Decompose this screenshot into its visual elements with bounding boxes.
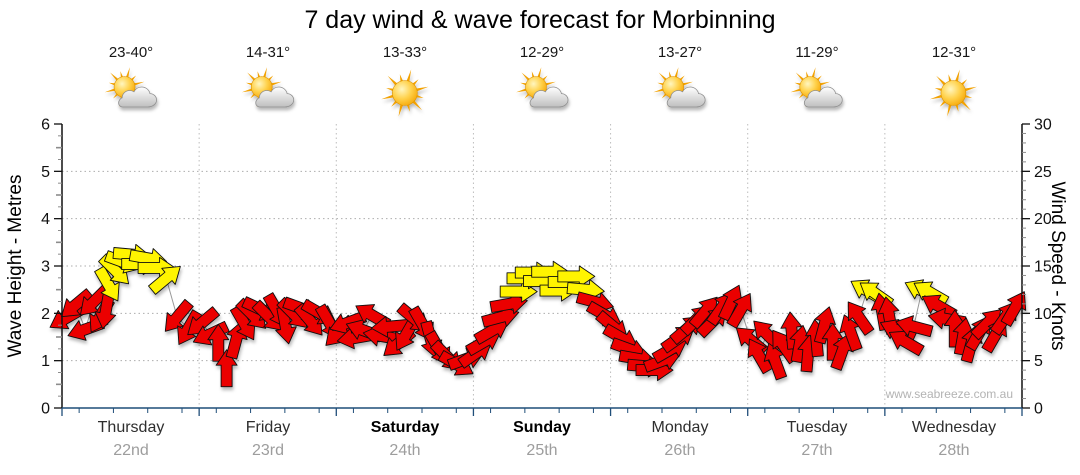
day-date-label: 27th: [801, 442, 833, 459]
temperature-range: 12-29°: [519, 44, 565, 61]
watermark: www.seabreeze.com.au: [885, 387, 1013, 401]
sun-ray: [653, 87, 666, 93]
day-name-label: Saturday: [370, 419, 440, 436]
sun-ray: [947, 102, 953, 117]
left-tick-label: 6: [41, 117, 50, 134]
left-tick-label: 2: [41, 306, 50, 323]
temperature-range: 11-29°: [795, 44, 839, 61]
sun-ray: [817, 81, 831, 87]
sun-ray: [398, 102, 404, 117]
wind-arrow-light: [763, 342, 788, 381]
cloud-shape: [529, 86, 569, 108]
temperature-range: 13-33°: [382, 44, 428, 61]
right-tick-label: 5: [1034, 353, 1043, 370]
left-tick-label: 0: [41, 401, 50, 418]
sun-ray: [811, 67, 816, 80]
weather-icon-partly-cloudy: [790, 67, 843, 108]
day-name-label: Thursday: [97, 419, 165, 436]
weather-icon-partly-cloudy: [241, 67, 295, 108]
left-tick-label: 5: [41, 164, 50, 181]
wind-arrow-light: [370, 315, 410, 338]
sun-disc: [392, 80, 418, 106]
day-name-label: Monday: [651, 419, 709, 436]
temperature-range: 23-40°: [108, 44, 154, 61]
temperature-range: 14-31°: [245, 44, 291, 61]
left-tick-label: 1: [41, 353, 50, 370]
sun-ray: [790, 87, 803, 93]
sun-ray: [381, 93, 396, 100]
day-date-label: 22nd: [113, 442, 149, 459]
day-name-label: Friday: [245, 419, 291, 436]
sun-ray: [269, 81, 282, 87]
wind-arrow-moderate: [566, 279, 605, 301]
temperature-range: 12-31°: [931, 44, 977, 61]
sun-ray: [680, 81, 693, 87]
right-tick-label: 15: [1034, 259, 1052, 276]
day-date-label: 23rd: [251, 442, 285, 459]
day-date-label: 26th: [664, 442, 696, 459]
wind-arrow-light: [164, 298, 194, 332]
day-date-label: 24th: [389, 442, 421, 459]
day-name-label: Sunday: [513, 419, 571, 436]
wind-arrow-moderate: [557, 265, 596, 288]
right-tick-label: 30: [1034, 117, 1052, 134]
page-title: 7 day wind & wave forecast for Morbinnin…: [304, 6, 776, 34]
sun-ray: [125, 67, 130, 80]
left-tick-label: 3: [41, 259, 50, 276]
sun-ray: [962, 86, 977, 93]
sun-ray: [405, 69, 412, 84]
sun-ray: [536, 67, 542, 80]
weather-icon-partly-cloudy: [516, 67, 569, 108]
wind-arrow-light: [726, 293, 752, 329]
sun-ray: [673, 67, 679, 80]
weather-icon-partly-cloudy: [653, 67, 706, 108]
right-tick-label: 20: [1034, 211, 1052, 228]
weather-icon-layer: [104, 67, 977, 117]
wind-arrow-light: [813, 306, 836, 345]
day-date-label: 28th: [938, 442, 970, 459]
wind-arrow-light: [895, 315, 934, 338]
right-tick-label: 0: [1034, 401, 1043, 418]
cloud-shape: [118, 86, 157, 108]
cloud-shape: [666, 86, 706, 108]
sun-ray: [262, 67, 268, 80]
sun-ray: [241, 87, 255, 93]
wind-arrow-light: [275, 305, 297, 345]
weather-icon-partly-cloudy: [104, 67, 157, 108]
wind-arrow-light: [888, 330, 925, 357]
wind-arrow-light: [61, 288, 94, 318]
wind-arrow-moderate: [94, 265, 120, 302]
temperature-range: 13-27°: [657, 44, 703, 61]
day-name-label: Tuesday: [786, 419, 848, 436]
wind-arrow-light: [293, 302, 323, 336]
wind-arrow-light: [94, 290, 117, 330]
wind-arrow-light: [847, 301, 875, 336]
sun-ray: [104, 87, 117, 93]
wind-arrow-moderate: [148, 265, 181, 295]
sun-ray: [929, 93, 945, 100]
sun-ray: [516, 87, 529, 93]
right-tick-label: 10: [1034, 306, 1052, 323]
left-tick-label: 4: [41, 211, 50, 228]
right-tick-label: 25: [1034, 164, 1052, 181]
wind-arrow-light: [1000, 291, 1027, 327]
sun-ray: [132, 81, 145, 87]
cloud-shape: [255, 86, 295, 108]
sun-disc: [940, 80, 967, 106]
day-date-label: 25th: [526, 442, 558, 459]
cloud-shape: [803, 86, 843, 108]
weather-icon-sunny: [929, 69, 977, 117]
sun-ray: [413, 86, 429, 93]
sun-ray: [954, 69, 960, 84]
sun-ray: [543, 81, 556, 87]
day-name-label: Wednesday: [911, 419, 997, 436]
weather-icon-sunny: [381, 69, 429, 117]
wind-arrow-layer: [49, 243, 1027, 388]
